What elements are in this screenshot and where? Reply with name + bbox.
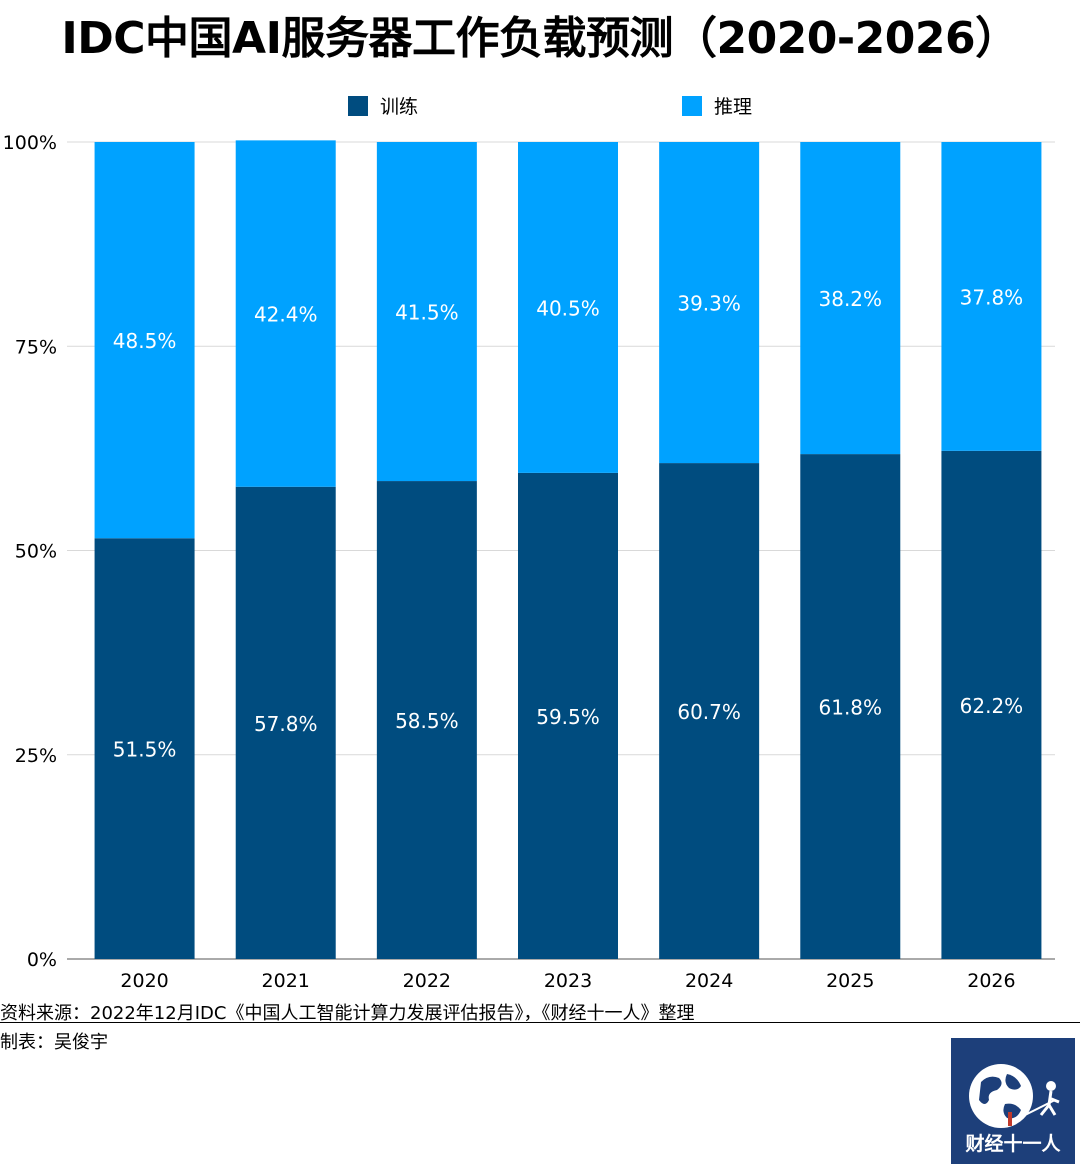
data-label: 37.8% bbox=[960, 285, 1024, 309]
y-tick-label: 75% bbox=[15, 336, 57, 358]
data-label: 59.5% bbox=[536, 705, 600, 729]
x-tick-label: 2022 bbox=[403, 970, 451, 992]
source-note: 资料来源：2022年12月IDC《中国人工智能计算力发展评估报告》，《财经十一人… bbox=[0, 1003, 695, 1024]
bar-training bbox=[235, 486, 336, 959]
legend-swatch-inference bbox=[682, 95, 702, 116]
data-label: 42.4% bbox=[254, 303, 318, 327]
data-label: 41.5% bbox=[395, 301, 459, 325]
x-tick-label: 2023 bbox=[544, 970, 592, 992]
data-label: 61.8% bbox=[819, 696, 883, 720]
data-label: 57.8% bbox=[254, 712, 318, 736]
footer-divider bbox=[0, 1022, 1080, 1023]
bar-training bbox=[376, 481, 477, 959]
legend-item-inference: 推理 bbox=[682, 92, 752, 119]
y-tick-label: 0% bbox=[27, 949, 57, 971]
y-tick-label: 100% bbox=[3, 132, 57, 154]
legend-label-inference: 推理 bbox=[714, 96, 753, 118]
x-tick-label: 2020 bbox=[120, 970, 168, 992]
bar-inference bbox=[94, 142, 195, 539]
bar-inference bbox=[659, 142, 760, 464]
bar-training bbox=[94, 538, 195, 959]
chart-title: IDC中国AI服务器工作负载预测（2020-2026） bbox=[61, 13, 1019, 64]
data-label: 58.5% bbox=[395, 709, 459, 733]
credit-note: 制表：吴俊宇 bbox=[0, 1032, 108, 1053]
legend-label-training: 训练 bbox=[380, 96, 419, 118]
globe-icon bbox=[969, 1064, 1060, 1128]
data-label: 39.3% bbox=[677, 292, 741, 316]
x-tick-label: 2025 bbox=[826, 970, 874, 992]
data-label: 48.5% bbox=[113, 329, 177, 353]
logo-text: 财经十一人 bbox=[965, 1133, 1061, 1155]
bar-inference bbox=[235, 140, 336, 487]
bar-inference bbox=[376, 142, 477, 482]
legend-swatch-training bbox=[348, 95, 368, 116]
x-tick-label: 2024 bbox=[685, 970, 733, 992]
data-label: 62.2% bbox=[960, 694, 1024, 718]
legend: 训练 推理 bbox=[0, 92, 1080, 118]
bar-training bbox=[800, 454, 901, 959]
bar-inference bbox=[941, 142, 1042, 451]
y-tick-label: 25% bbox=[15, 745, 57, 767]
x-tick-label: 2026 bbox=[967, 970, 1015, 992]
data-label: 40.5% bbox=[536, 296, 600, 320]
data-label: 38.2% bbox=[819, 287, 883, 311]
x-tick-label: 2021 bbox=[262, 970, 310, 992]
bar-training bbox=[518, 472, 618, 959]
data-label: 51.5% bbox=[113, 738, 177, 762]
data-label: 60.7% bbox=[677, 700, 741, 724]
bar-inference bbox=[800, 142, 901, 455]
y-tick-label: 50% bbox=[15, 541, 57, 563]
bar-training bbox=[659, 463, 760, 959]
publisher-logo: 财经十一人 bbox=[951, 1038, 1075, 1164]
bar-training bbox=[941, 450, 1042, 959]
bar-inference bbox=[518, 142, 618, 473]
stacked-bar-chart: 0% 25% 50% 75% 100% 51.5% 48.5% 2020 57.8% 42.4% 2… bbox=[3, 132, 1055, 992]
legend-item-training: 训练 bbox=[348, 92, 418, 119]
